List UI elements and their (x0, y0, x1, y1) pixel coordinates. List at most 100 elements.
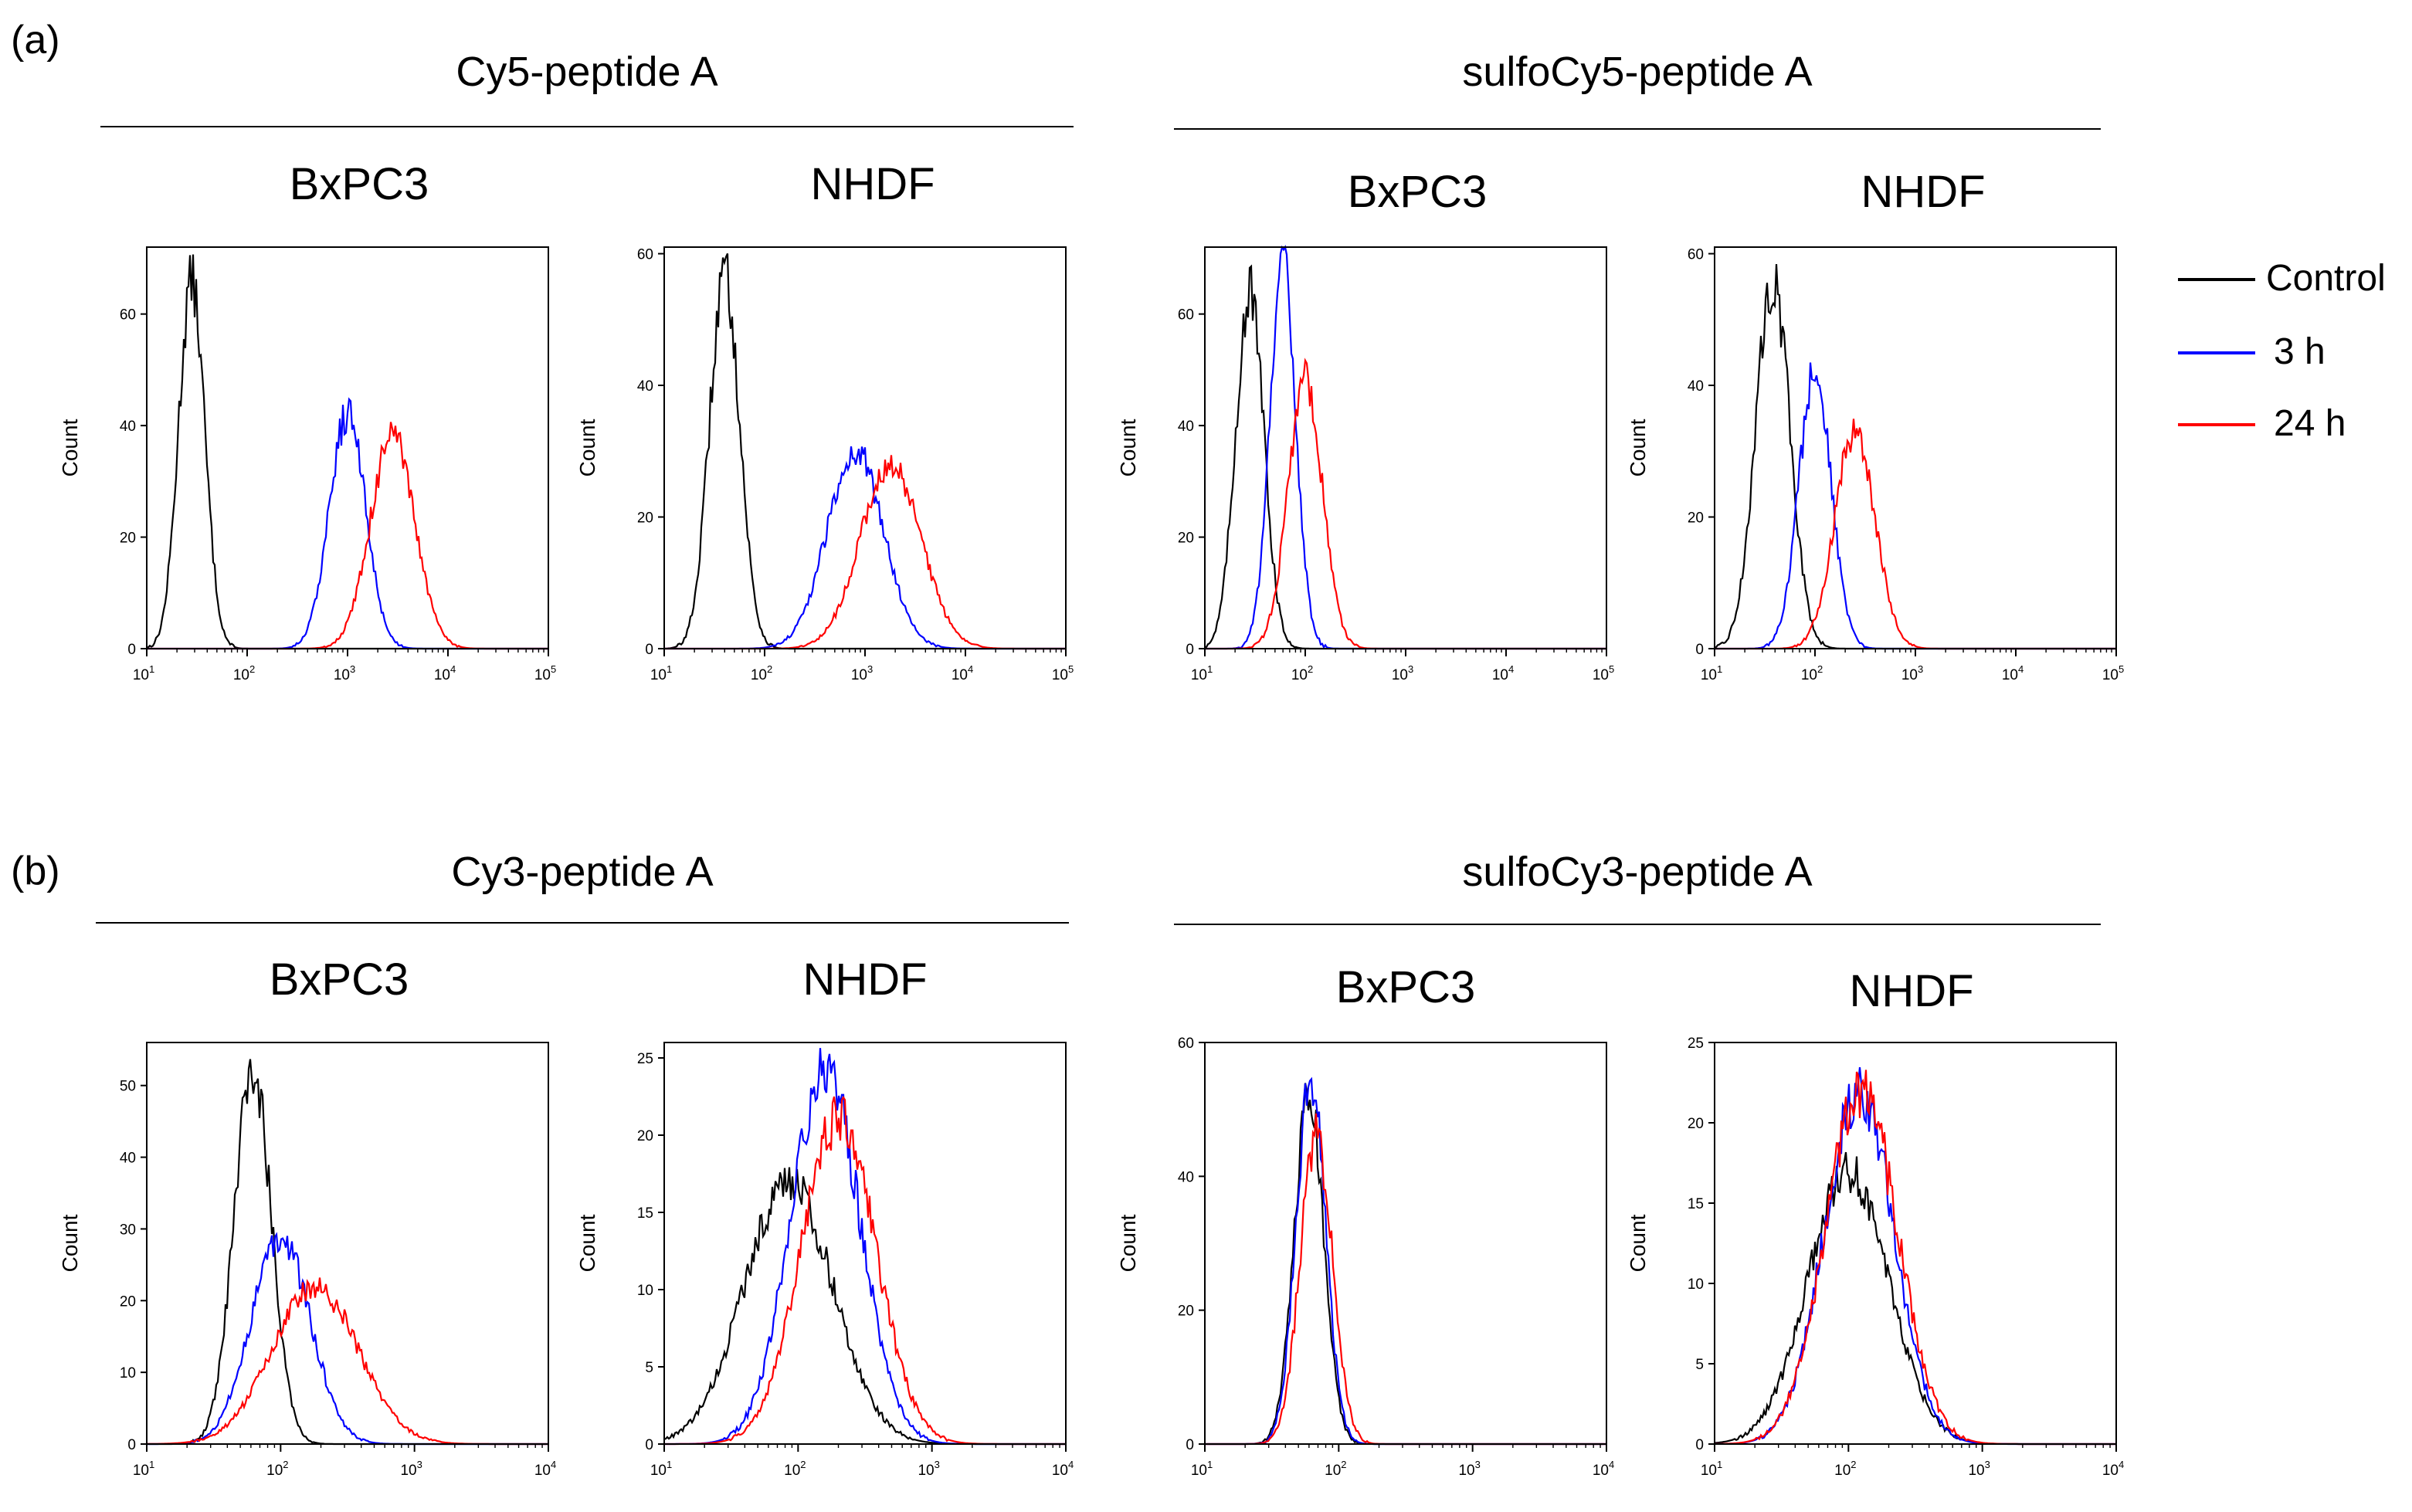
group-title-sulfocy5: sulfoCy5-peptide A (1462, 49, 1813, 95)
y-tick-label: 0 (1186, 1437, 1194, 1453)
series-control-line (147, 1059, 548, 1446)
y-axis-label: Count (1626, 1214, 1650, 1272)
series-3-h-line (147, 397, 548, 650)
series-24-h-line (664, 1095, 1066, 1446)
cell-title-a3: BxPC3 (1347, 167, 1488, 217)
y-tick-label: 20 (637, 510, 653, 527)
plot-frame (1714, 1042, 2117, 1445)
y-tick-label: 60 (637, 247, 653, 263)
y-tick-label: 40 (1178, 1169, 1194, 1185)
x-tick-label: 102 (1801, 663, 1823, 683)
x-tick-label: 105 (2102, 663, 2124, 683)
x-tick-label: 105 (1052, 663, 1074, 683)
y-tick-label: 20 (120, 1293, 136, 1310)
y-tick-label: 40 (637, 378, 653, 395)
x-tick-label: 105 (534, 663, 556, 683)
x-tick-label: 101 (650, 663, 672, 683)
histogram-cy5-nhdf: Count 0 20 40 60 101 102 103 104 105 (575, 246, 1074, 683)
x-tick-label: 103 (334, 663, 355, 683)
legend-swatch-24h (2178, 423, 2255, 426)
x-tick-label: 102 (1291, 663, 1313, 683)
y-tick-label: 20 (1178, 531, 1194, 547)
y-axis-label: Count (575, 1214, 599, 1272)
histogram-sulfocy3-bxpc3: Count 0 20 40 60 101 102 103 104 (1116, 1036, 1614, 1479)
x-tick-label: 103 (400, 1459, 422, 1479)
y-axis-label: Count (58, 1214, 82, 1272)
y-axis-label: Count (58, 419, 82, 476)
y-tick-label: 0 (127, 1437, 136, 1453)
series-control-line (1205, 1083, 1606, 1446)
x-tick-label: 104 (534, 1459, 556, 1479)
x-tick-label: 103 (1458, 1459, 1480, 1479)
series-3-h-line (1205, 1076, 1606, 1446)
x-tick-label: 104 (434, 663, 456, 683)
y-tick-label: 0 (645, 1437, 653, 1453)
x-tick-label: 104 (1492, 663, 1514, 683)
y-tick-label: 0 (1695, 642, 1704, 658)
x-tick-label: 104 (2102, 1459, 2124, 1479)
y-tick-label: 50 (120, 1079, 136, 1095)
y-tick-label: 10 (637, 1283, 653, 1299)
y-tick-label: 40 (1178, 419, 1194, 435)
legend-label-24h: 24 h (2274, 403, 2346, 444)
y-tick-label: 20 (1178, 1304, 1194, 1320)
y-axis-label: Count (575, 419, 599, 476)
y-tick-label: 60 (1178, 1036, 1194, 1052)
y-tick-label: 10 (120, 1365, 136, 1381)
series-3-h-line (147, 1232, 548, 1446)
plot-frame (1204, 1042, 1607, 1445)
series-control-line (146, 254, 548, 650)
x-tick-label: 102 (751, 663, 772, 683)
x-tick-label: 103 (1392, 663, 1413, 683)
x-tick-label: 102 (1325, 1459, 1346, 1479)
histogram-cy3-nhdf: Count 0 5 10 15 20 25 101 102 103 104 (575, 1042, 1074, 1479)
group-title-sulfocy3: sulfoCy3-peptide A (1462, 849, 1813, 895)
plot-frame (663, 1042, 1067, 1445)
y-tick-label: 15 (1688, 1196, 1704, 1212)
y-tick-label: 5 (645, 1360, 653, 1376)
legend-label-3h: 3 h (2274, 331, 2325, 372)
x-tick-label: 103 (1901, 663, 1923, 683)
divider-cy5 (100, 126, 1074, 127)
x-tick-label: 102 (784, 1459, 806, 1479)
y-tick-label: 20 (1688, 1116, 1704, 1132)
series-24-h-line (1715, 419, 2116, 650)
histogram-cy3-bxpc3: Count 0 10 20 30 40 50 101 102 103 104 (58, 1042, 556, 1479)
series-3-h-line (1715, 362, 2116, 650)
y-tick-label: 40 (120, 419, 136, 435)
y-tick-label: 60 (1688, 247, 1704, 263)
x-tick-label: 103 (1968, 1459, 1990, 1479)
series-24-h-line (147, 1277, 548, 1446)
y-tick-label: 25 (637, 1051, 653, 1067)
series-3-h-line (664, 446, 1066, 650)
y-tick-label: 0 (1186, 642, 1194, 658)
cell-title-b2: NHDF (802, 954, 928, 1005)
plot-frame (146, 1042, 549, 1445)
histogram-sulfocy3-nhdf: Count 0 5 10 15 20 25 101 102 103 104 (1626, 1036, 2124, 1479)
series-control-line (1714, 263, 2116, 650)
x-tick-label: 101 (650, 1459, 672, 1479)
legend-swatch-3h (2178, 351, 2255, 354)
cell-title-b3: BxPC3 (1335, 962, 1476, 1012)
y-tick-label: 20 (120, 531, 136, 547)
histogram-cy5-bxpc3: Count 0 20 40 60 101 102 103 104 105 (58, 246, 556, 683)
series-24-h-line (1205, 1113, 1606, 1446)
y-tick-label: 20 (1688, 510, 1704, 527)
y-tick-label: 60 (1178, 307, 1194, 324)
divider-sulfocy3 (1174, 924, 2101, 925)
y-axis-label: Count (1626, 419, 1650, 476)
y-tick-label: 40 (1688, 378, 1704, 395)
panel-a-letter: (a) (11, 18, 60, 63)
legend-label-control: Control (2266, 258, 2386, 299)
divider-sulfocy5 (1174, 128, 2101, 130)
histogram-sulfocy5-bxpc3: Count 0 20 40 60 101 102 103 104 105 (1116, 245, 1614, 683)
x-tick-label: 104 (1593, 1459, 1614, 1479)
x-tick-label: 102 (266, 1459, 288, 1479)
y-tick-label: 20 (637, 1128, 653, 1144)
y-tick-label: 25 (1688, 1036, 1704, 1052)
x-tick-label: 101 (1701, 663, 1722, 683)
y-tick-label: 5 (1695, 1357, 1704, 1373)
x-tick-label: 102 (1834, 1459, 1856, 1479)
group-title-cy3: Cy3-peptide A (451, 849, 714, 895)
x-tick-label: 101 (1191, 1459, 1213, 1479)
